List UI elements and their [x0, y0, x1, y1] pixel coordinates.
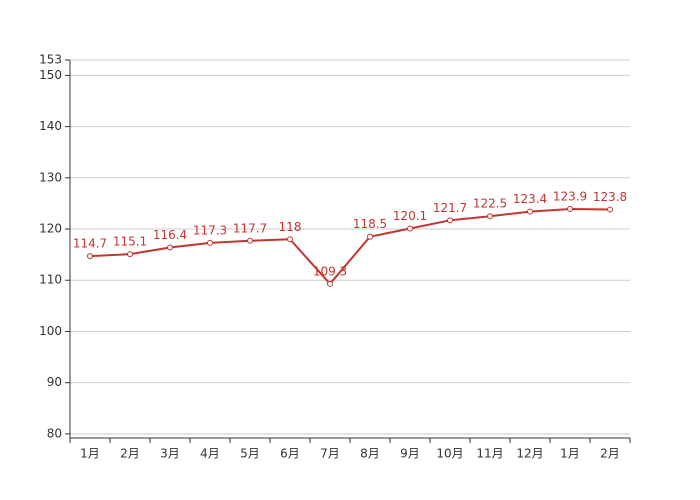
x-tick-label: 5月	[240, 447, 260, 461]
value-label: 123.9	[553, 190, 587, 204]
value-label: 116.4	[153, 228, 187, 242]
point	[407, 225, 413, 232]
point	[127, 251, 133, 258]
point	[527, 208, 533, 215]
y-tick-label: 130	[39, 170, 62, 184]
y-tick-label: 150	[39, 68, 62, 82]
y-tick-label: 90	[47, 375, 62, 389]
point	[327, 280, 333, 287]
value-label: 120.1	[393, 209, 427, 223]
point	[207, 239, 213, 246]
value-label: 117.3	[193, 223, 227, 237]
x-tick-label: 9月	[400, 447, 420, 461]
value-label: 114.7	[73, 237, 107, 251]
x-tick-label: 6月	[280, 447, 300, 461]
x-tick-label: 10月	[436, 447, 463, 461]
point	[367, 233, 373, 240]
point	[487, 213, 493, 220]
point	[247, 237, 253, 244]
point	[167, 244, 173, 251]
x-tick-label: 4月	[200, 447, 220, 461]
line	[89, 208, 611, 286]
value-label: 123.8	[593, 190, 627, 204]
point	[607, 206, 613, 213]
value-label: 118.5	[353, 217, 387, 231]
point	[567, 206, 573, 213]
x-tick-label: 12月	[516, 447, 543, 461]
value-label: 109.3	[313, 264, 347, 278]
y-tick-label: 140	[39, 119, 62, 133]
value-label: 115.1	[113, 235, 147, 249]
y-tick-label: 153	[39, 53, 62, 67]
value-label: 121.7	[433, 201, 467, 215]
value-label: 123.4	[513, 192, 547, 206]
x-tick-label: 3月	[160, 447, 180, 461]
value-label: 118	[279, 220, 302, 234]
x-tick-label: 8月	[360, 447, 380, 461]
y-tick-label: 120	[39, 222, 62, 236]
x-tick-label: 1月	[80, 447, 100, 461]
y-tick-label: 110	[39, 273, 62, 287]
y-tick-label: 80	[47, 426, 62, 440]
point	[287, 236, 293, 243]
x-tick-label: 2月	[120, 447, 140, 461]
x-tick-label: 11月	[476, 447, 503, 461]
x-tick-label: 2月	[600, 447, 620, 461]
x-tick-label: 7月	[320, 447, 340, 461]
point	[87, 253, 93, 260]
y-tick-label: 100	[39, 324, 62, 338]
x-tick-label: 1月	[560, 447, 580, 461]
point	[447, 217, 453, 224]
value-label: 117.7	[233, 221, 267, 235]
value-label: 122.5	[473, 197, 507, 211]
